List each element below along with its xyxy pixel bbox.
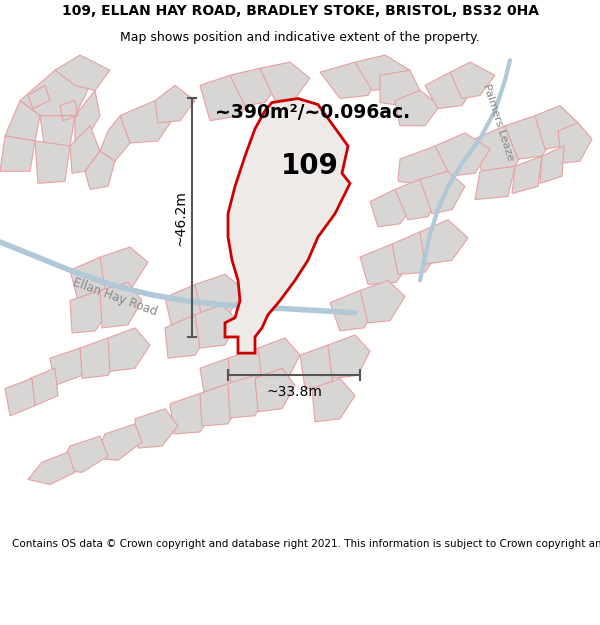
Polygon shape — [95, 424, 142, 460]
Polygon shape — [475, 166, 515, 199]
Polygon shape — [398, 146, 448, 183]
Polygon shape — [85, 151, 115, 189]
Polygon shape — [470, 126, 530, 171]
Polygon shape — [230, 68, 280, 106]
Text: ~33.8m: ~33.8m — [266, 384, 322, 399]
Polygon shape — [558, 122, 592, 163]
Polygon shape — [35, 141, 70, 183]
Polygon shape — [50, 348, 82, 386]
Polygon shape — [425, 72, 475, 109]
Polygon shape — [58, 436, 108, 472]
Polygon shape — [0, 136, 35, 171]
Polygon shape — [450, 62, 495, 99]
Polygon shape — [360, 281, 405, 322]
Polygon shape — [228, 376, 268, 418]
Polygon shape — [5, 378, 35, 416]
Polygon shape — [165, 284, 215, 328]
Polygon shape — [228, 348, 272, 391]
Polygon shape — [370, 189, 415, 227]
Polygon shape — [255, 368, 295, 412]
Polygon shape — [260, 62, 310, 101]
Polygon shape — [540, 146, 564, 183]
Polygon shape — [100, 116, 130, 161]
Polygon shape — [70, 126, 100, 173]
Polygon shape — [420, 220, 468, 264]
Polygon shape — [120, 101, 175, 143]
Polygon shape — [70, 291, 112, 333]
Polygon shape — [505, 116, 558, 159]
Polygon shape — [195, 274, 245, 318]
Text: Palmers Leaze: Palmers Leaze — [481, 83, 515, 162]
Text: Map shows position and indicative extent of the property.: Map shows position and indicative extent… — [120, 31, 480, 44]
Polygon shape — [330, 291, 378, 331]
Text: ~390m²/~0.096ac.: ~390m²/~0.096ac. — [215, 103, 410, 122]
Text: Contains OS data © Crown copyright and database right 2021. This information is : Contains OS data © Crown copyright and d… — [12, 539, 600, 549]
Polygon shape — [30, 368, 58, 406]
Polygon shape — [420, 171, 465, 214]
Polygon shape — [195, 304, 238, 348]
Polygon shape — [395, 91, 440, 126]
Polygon shape — [328, 335, 370, 378]
Polygon shape — [258, 338, 300, 381]
Text: 109: 109 — [281, 152, 339, 180]
Polygon shape — [312, 378, 355, 422]
Polygon shape — [135, 409, 178, 448]
Polygon shape — [200, 75, 255, 121]
Polygon shape — [155, 86, 195, 122]
Polygon shape — [512, 156, 542, 194]
Polygon shape — [165, 315, 210, 358]
Polygon shape — [28, 452, 75, 484]
Text: 109, ELLAN HAY ROAD, BRADLEY STOKE, BRISTOL, BS32 0HA: 109, ELLAN HAY ROAD, BRADLEY STOKE, BRIS… — [62, 4, 539, 18]
Polygon shape — [355, 55, 410, 91]
Polygon shape — [200, 358, 245, 399]
Polygon shape — [40, 116, 75, 151]
Polygon shape — [108, 328, 150, 371]
Polygon shape — [200, 383, 242, 426]
Polygon shape — [380, 70, 420, 106]
Polygon shape — [360, 244, 412, 284]
Polygon shape — [55, 55, 110, 91]
Polygon shape — [225, 99, 350, 353]
Polygon shape — [100, 247, 148, 291]
Polygon shape — [75, 91, 100, 146]
Polygon shape — [320, 62, 380, 99]
Polygon shape — [80, 338, 122, 378]
Polygon shape — [100, 282, 142, 328]
Polygon shape — [170, 394, 215, 434]
Polygon shape — [70, 257, 120, 301]
Polygon shape — [395, 179, 440, 220]
Text: ~46.2m: ~46.2m — [173, 190, 187, 246]
Polygon shape — [20, 70, 90, 116]
Polygon shape — [392, 232, 440, 274]
Polygon shape — [435, 133, 490, 176]
Polygon shape — [5, 101, 40, 141]
Text: Ellan Hay Road: Ellan Hay Road — [71, 276, 159, 319]
Polygon shape — [300, 345, 342, 389]
Polygon shape — [535, 106, 578, 149]
